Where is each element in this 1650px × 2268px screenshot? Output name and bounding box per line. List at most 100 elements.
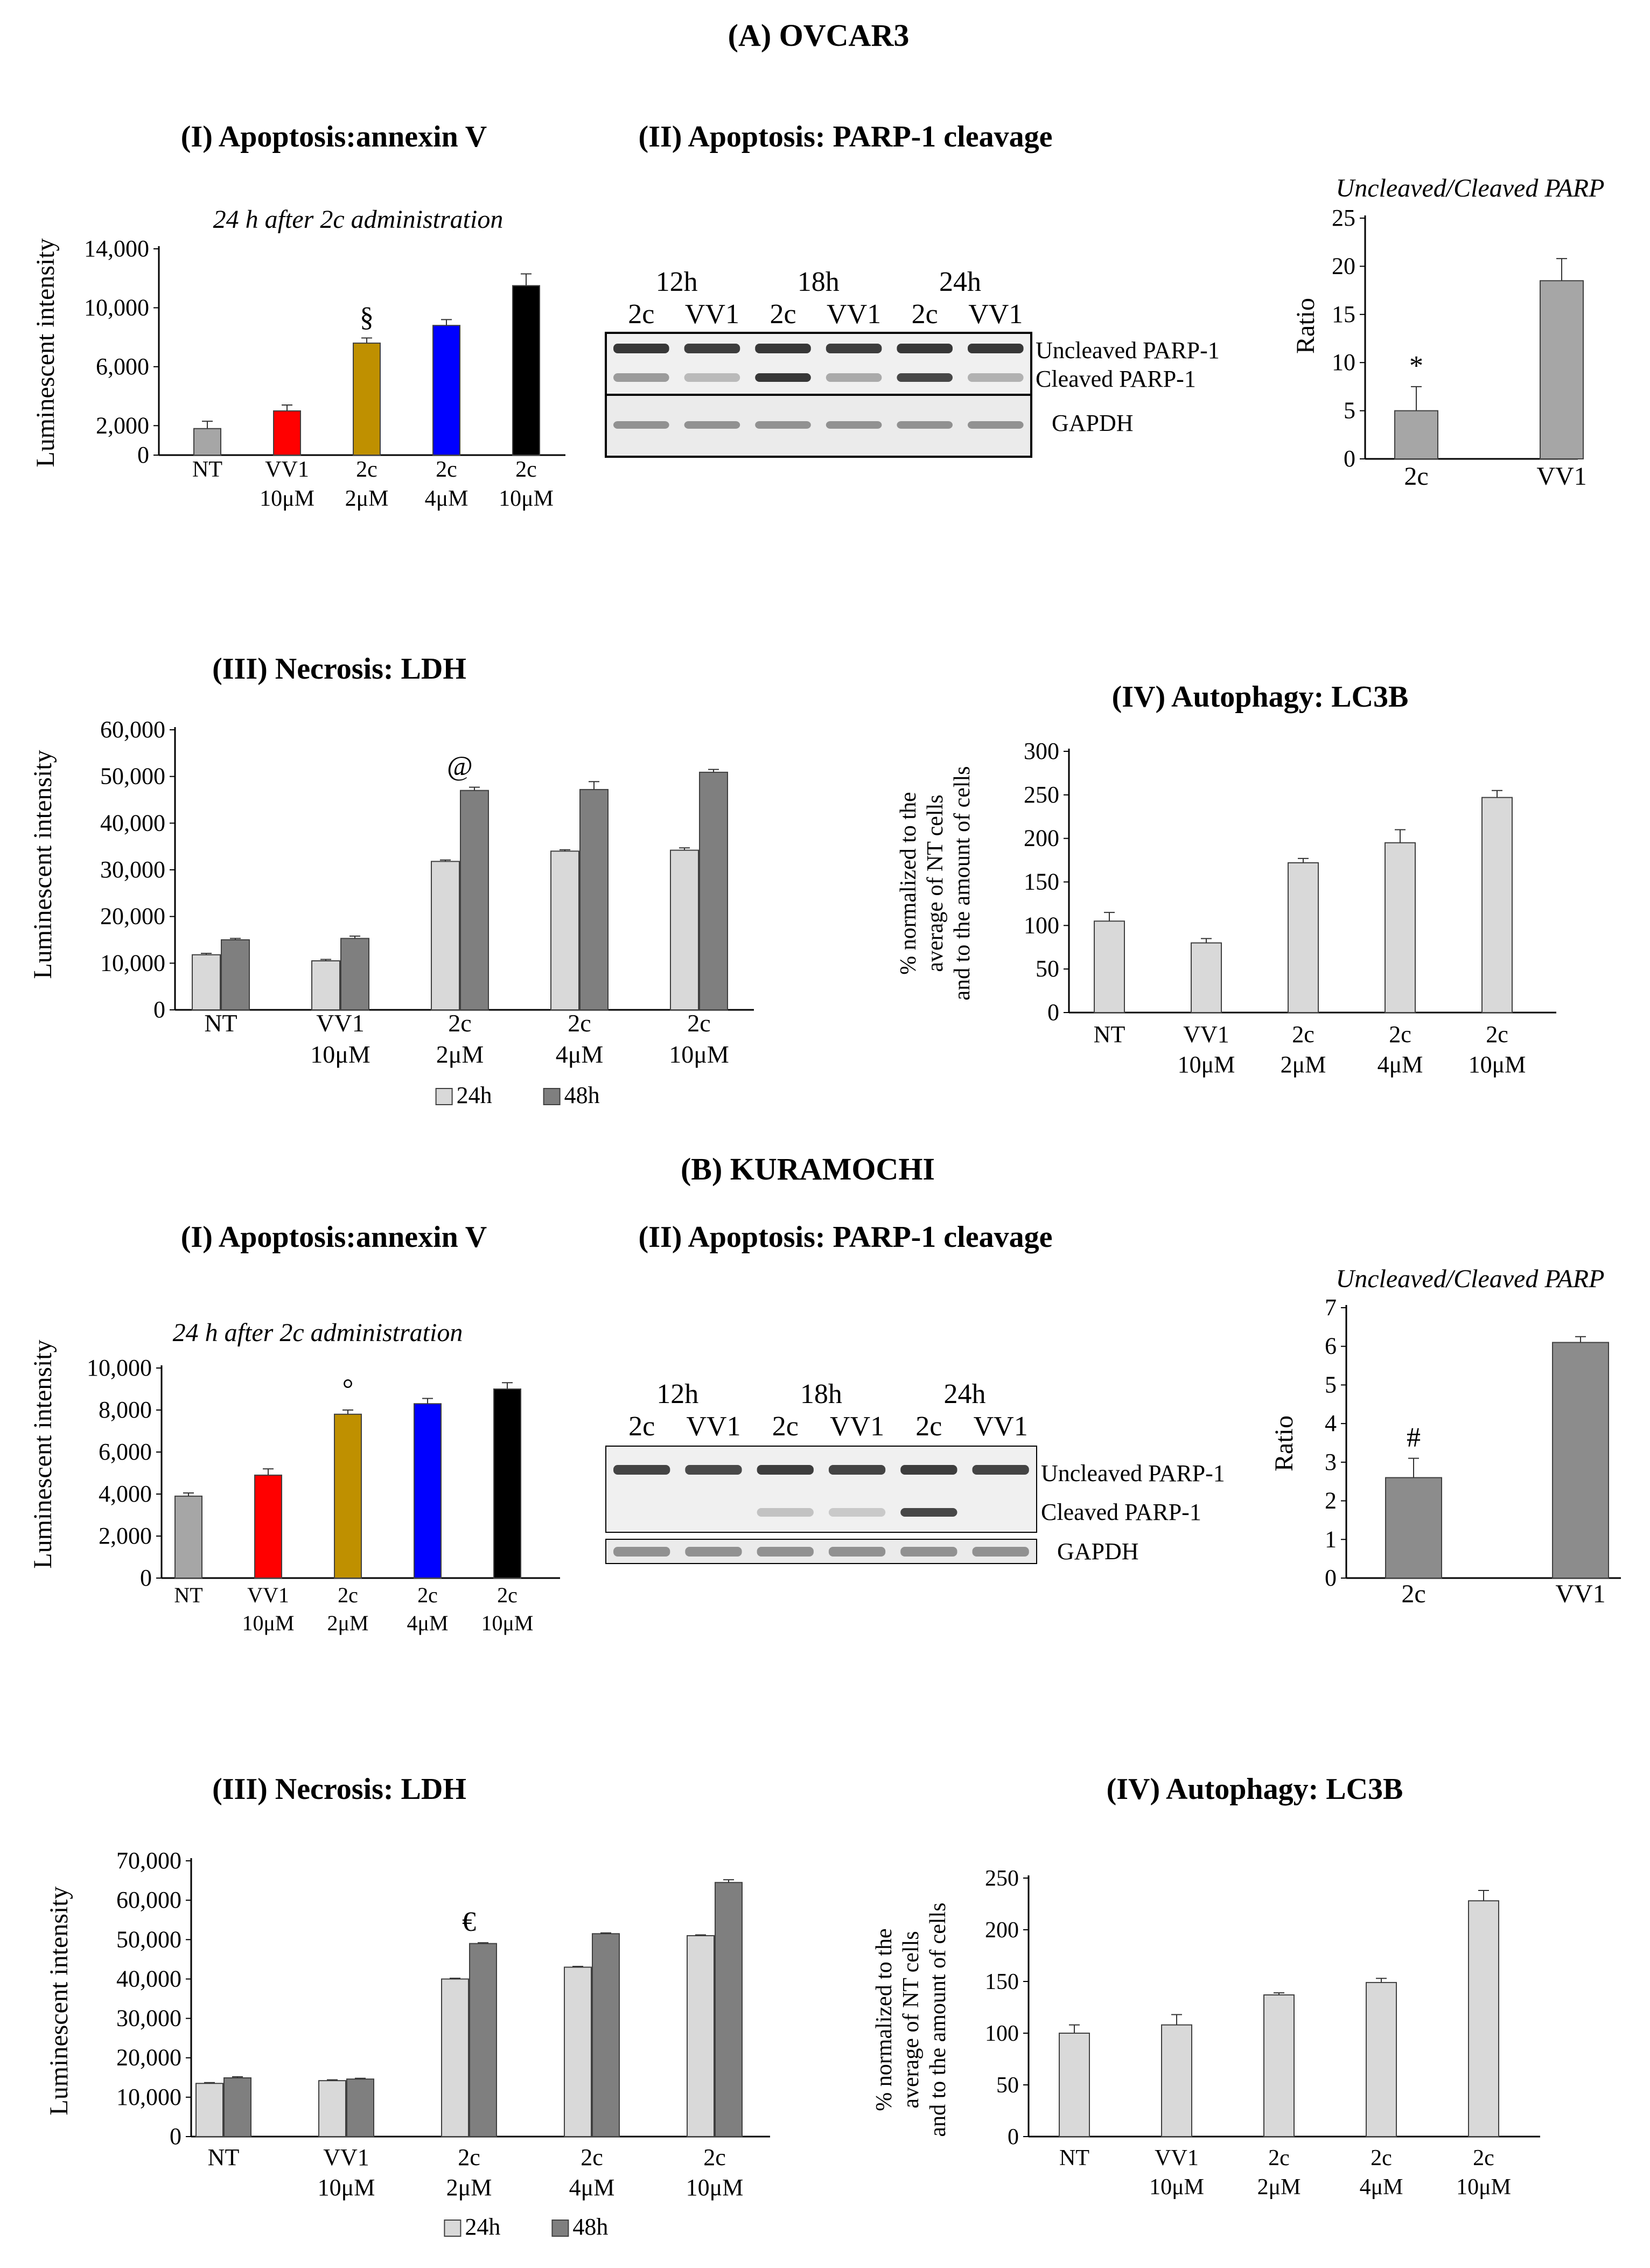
a-parp-title: (II) Apoptosis: PARP-1 cleavage (639, 120, 1053, 153)
bar (221, 939, 250, 1010)
y-tick-label: 30,000 (116, 2005, 181, 2032)
y-tick-label: 60,000 (116, 1887, 181, 1913)
y-tick-label: 0 (1047, 999, 1059, 1025)
category-label: 2c (436, 457, 457, 482)
cleaved-band (828, 1508, 886, 1517)
y-tick-label: 15 (1332, 301, 1355, 327)
bar (273, 410, 301, 456)
category-label: 2c (356, 457, 377, 482)
cleaved-label: Cleaved PARP-1 (1041, 1499, 1201, 1525)
category-label: 2c (1473, 2146, 1494, 2171)
category-label: 2c (1486, 1021, 1508, 1048)
y-tick-label: 2,000 (99, 1523, 152, 1549)
y-tick-label: 0 (137, 442, 149, 468)
cleaved-band (684, 373, 740, 382)
time-label: 24h (944, 1379, 986, 1409)
y-tick-label: 6 (1325, 1333, 1337, 1359)
b-lc3b-ylabel-1: % normalized to the (872, 1928, 897, 2111)
category-label: 2c (417, 1583, 438, 1607)
b-lc3b-ylabel-2: average of NT cells (899, 1931, 924, 2108)
y-tick-label: 2,000 (96, 412, 149, 438)
category-label: 2μM (436, 1041, 484, 1068)
uncleaved-band (757, 1465, 814, 1475)
y-tick-label: 1 (1325, 1526, 1337, 1552)
b-annexin-title: (I) Apoptosis:annexin V (181, 1220, 487, 1254)
category-label: 10μM (1456, 2175, 1511, 2200)
a-ldh-title: (III) Necrosis: LDH (212, 652, 466, 686)
b-annexin-note: 24 h after 2c administration (173, 1318, 463, 1347)
bar (460, 790, 489, 1010)
bar (715, 1882, 743, 2137)
gapdh-band (685, 1547, 742, 1557)
y-tick-label: 10,000 (84, 294, 149, 320)
category-label: 2c (1404, 462, 1428, 491)
category-label: NT (1094, 1021, 1125, 1048)
bar (670, 849, 699, 1010)
bar (1394, 410, 1438, 459)
y-tick-label: 20,000 (116, 2044, 181, 2071)
bar (318, 2080, 346, 2138)
cleaved-band (897, 373, 953, 382)
bar (353, 343, 381, 456)
bar (346, 2078, 374, 2137)
category-label: 2μM (1281, 1051, 1326, 1078)
y-tick-label: 200 (1024, 825, 1059, 852)
bar (192, 954, 221, 1010)
category-label: VV1 (1555, 1580, 1605, 1608)
y-tick-label: 20 (1332, 253, 1355, 279)
bar (1468, 1900, 1499, 2137)
a-ratio-ylabel: Ratio (1291, 298, 1320, 354)
b-ratio-ylabel: Ratio (1270, 1415, 1298, 1471)
a-lc3b-chart: 0 50 100 150 200 250 300 NT VV1 10μM 2c 2μM 2c 4μM 2c 1… (1024, 738, 1556, 1078)
y-tick-label: 50 (996, 2073, 1019, 2098)
gapdh-membrane (605, 1539, 1037, 1564)
category-label: 4μM (556, 1041, 604, 1068)
bar (1094, 920, 1125, 1013)
uncleaved-band (826, 344, 882, 353)
gapdh-band (968, 421, 1024, 429)
y-tick-label: 70,000 (116, 1847, 181, 1874)
y-tick-label: 8,000 (99, 1397, 152, 1423)
y-tick-label: 250 (985, 1866, 1019, 1891)
time-label: 18h (798, 267, 840, 297)
uncleaved-band (897, 344, 953, 353)
y-tick-label: 5 (1325, 1371, 1337, 1398)
bar (579, 788, 609, 1011)
b-ldh-chart: 0 10,000 20,000 30,000 40,000 50,000 60,000 70,… (116, 1847, 770, 2240)
category-label: 10μM (1178, 1051, 1235, 1078)
y-tick-label: 6,000 (99, 1439, 152, 1465)
lane-label: 2c (915, 1411, 942, 1442)
category-label: 10μM (260, 486, 314, 511)
b-ratio-chart: 0 1 2 3 4 5 6 7 2c VV1 # (1325, 1294, 1621, 1608)
y-tick-label: 2 (1325, 1488, 1337, 1514)
category-label: VV1 (1155, 2146, 1199, 2171)
parp-membrane (605, 332, 1032, 396)
lane-label: VV1 (827, 299, 881, 330)
legend-swatch (444, 2220, 462, 2237)
uncleaved-band (972, 1465, 1029, 1475)
bar (1481, 797, 1513, 1014)
category-label: 2c (581, 2144, 603, 2171)
bar (1263, 1994, 1295, 2137)
bar (1552, 1342, 1609, 1579)
uncleaved-band (968, 344, 1024, 353)
category-label: 2c (687, 1009, 710, 1037)
y-tick-label: 50,000 (100, 763, 165, 790)
bar (1161, 2024, 1192, 2137)
panel-a-title: (A) OVCAR3 (728, 18, 910, 53)
category-label: 2c (1401, 1580, 1425, 1608)
y-tick-label: 0 (170, 2123, 181, 2150)
category-label: 4μM (569, 2174, 615, 2201)
legend-label: 24h (457, 1082, 492, 1108)
gapdh-band (972, 1547, 1029, 1557)
b-lc3b-chart: 0 50 100 150 200 250 NT VV1 10μM 2c 2μM 2c 4μM 2c 10μM (985, 1866, 1540, 2200)
y-tick-label: 100 (1024, 912, 1059, 938)
a-lc3b-title: (IV) Autophagy: LC3B (1112, 680, 1409, 714)
y-tick-label: 10,000 (116, 2084, 181, 2110)
a-ratio-chart: 0 5 10 15 20 25 2c VV1 * (1332, 205, 1587, 491)
legend-swatch (435, 1088, 453, 1105)
bar (1288, 862, 1319, 1014)
lane-label: 2c (912, 299, 938, 330)
